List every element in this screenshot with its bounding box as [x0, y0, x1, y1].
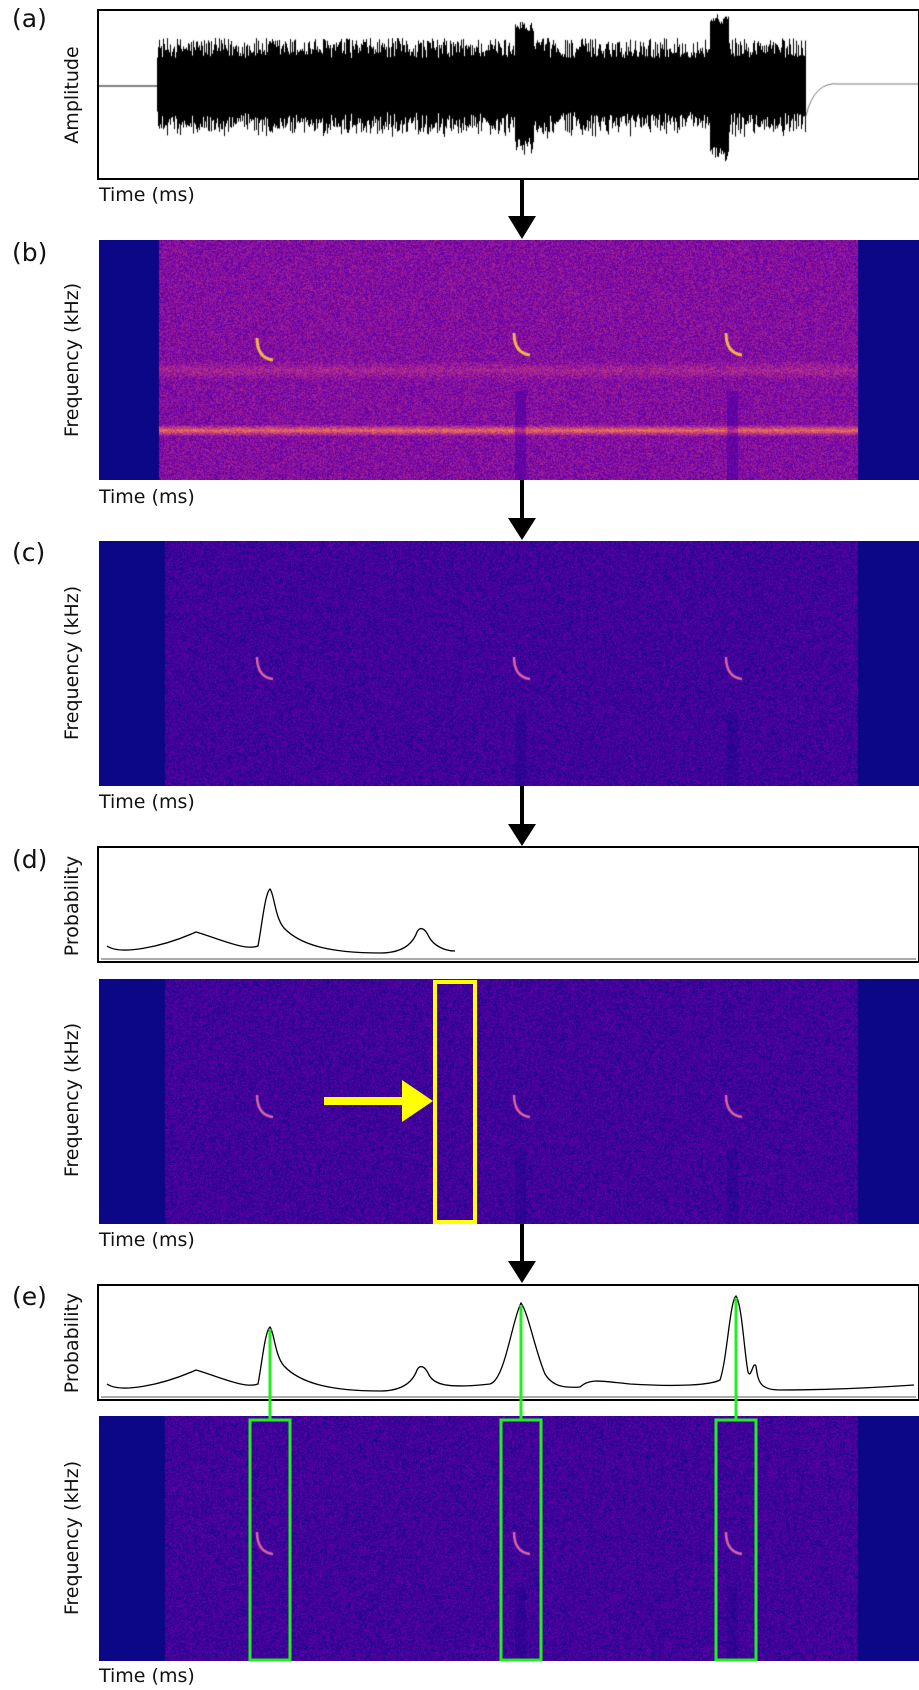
panel-d-ylabel: Frequency (kHz) — [61, 1022, 83, 1178]
detection-spectrogram — [99, 1416, 919, 1661]
panel-e-letter: (e) — [12, 1282, 47, 1311]
denoised-spectrogram-image — [99, 541, 919, 786]
sliding-window-spectrogram — [99, 979, 919, 1224]
probability-plot-partial — [97, 846, 919, 963]
panel-b-xlabel: Time (ms) — [99, 486, 195, 508]
panel-e-ylabel: Frequency (kHz) — [61, 1460, 83, 1616]
waveform-trace — [99, 11, 918, 178]
panel-d-xlabel: Time (ms) — [99, 1229, 195, 1251]
panel-c-xlabel: Time (ms) — [99, 791, 195, 813]
sliding-window-spectrogram-image — [99, 979, 919, 1224]
panel-a-xlabel: Time (ms) — [99, 184, 195, 206]
panel-e-prob-ylabel: Probability — [61, 1292, 83, 1394]
denoised-spectrogram — [99, 541, 919, 786]
panel-c-ylabel: Frequency (kHz) — [61, 585, 83, 741]
flow-arrow-a-to-b — [508, 180, 536, 239]
panel-d-letter: (d) — [12, 845, 48, 874]
raw-spectrogram — [99, 240, 919, 480]
flow-arrow-d-to-e — [508, 1224, 536, 1283]
panel-b-letter: (b) — [12, 238, 48, 267]
flow-arrow-b-to-c — [508, 480, 536, 540]
panel-a-letter: (a) — [12, 4, 47, 33]
waveform-plot — [97, 9, 919, 180]
detection-spectrogram-image — [99, 1416, 919, 1661]
panel-e-xlabel: Time (ms) — [99, 1665, 195, 1687]
panel-a-ylabel: Amplitude — [61, 46, 83, 144]
probability-plot-full — [97, 1284, 919, 1401]
raw-spectrogram-image — [99, 240, 919, 480]
flow-arrow-c-to-d — [508, 786, 536, 846]
panel-b-ylabel: Frequency (kHz) — [61, 282, 83, 438]
panel-c-letter: (c) — [12, 538, 46, 567]
panel-d-prob-ylabel: Probability — [61, 855, 83, 957]
